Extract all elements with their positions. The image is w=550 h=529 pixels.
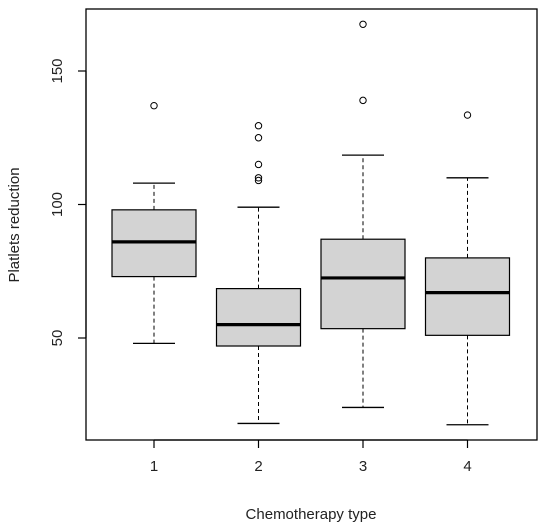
- outlier-point: [359, 20, 367, 28]
- outlier-point: [254, 176, 263, 185]
- x-tick-label: 4: [463, 458, 471, 475]
- x-tick-label: 3: [359, 458, 367, 475]
- y-axis-label: Platlets reduction: [6, 167, 23, 282]
- outlier-point: [150, 102, 158, 110]
- y-axis: 50 100 150: [49, 58, 87, 347]
- x-axis-label: Chemotherapy type: [246, 506, 377, 523]
- iqr-box: [320, 238, 406, 330]
- x-axis: 1 2 3 4: [150, 439, 472, 475]
- outlier-point: [254, 134, 263, 142]
- box-group-2: [215, 122, 302, 425]
- iqr-box: [424, 257, 511, 336]
- y-tick-label: 150: [49, 58, 66, 83]
- outlier-point: [359, 96, 367, 105]
- outlier-point: [463, 111, 472, 119]
- box-group-1: [111, 102, 197, 344]
- boxes-group: [111, 20, 511, 426]
- x-tick-label: 2: [254, 458, 262, 475]
- y-tick-label: 100: [49, 192, 66, 217]
- box-group-4: [424, 111, 511, 426]
- outlier-point: [254, 160, 263, 169]
- x-tick-label: 1: [150, 458, 158, 475]
- box-group-3: [320, 20, 406, 409]
- y-tick-label: 50: [49, 330, 66, 347]
- outlier-point: [254, 174, 263, 182]
- outlier-point: [254, 122, 263, 130]
- iqr-box: [215, 288, 302, 347]
